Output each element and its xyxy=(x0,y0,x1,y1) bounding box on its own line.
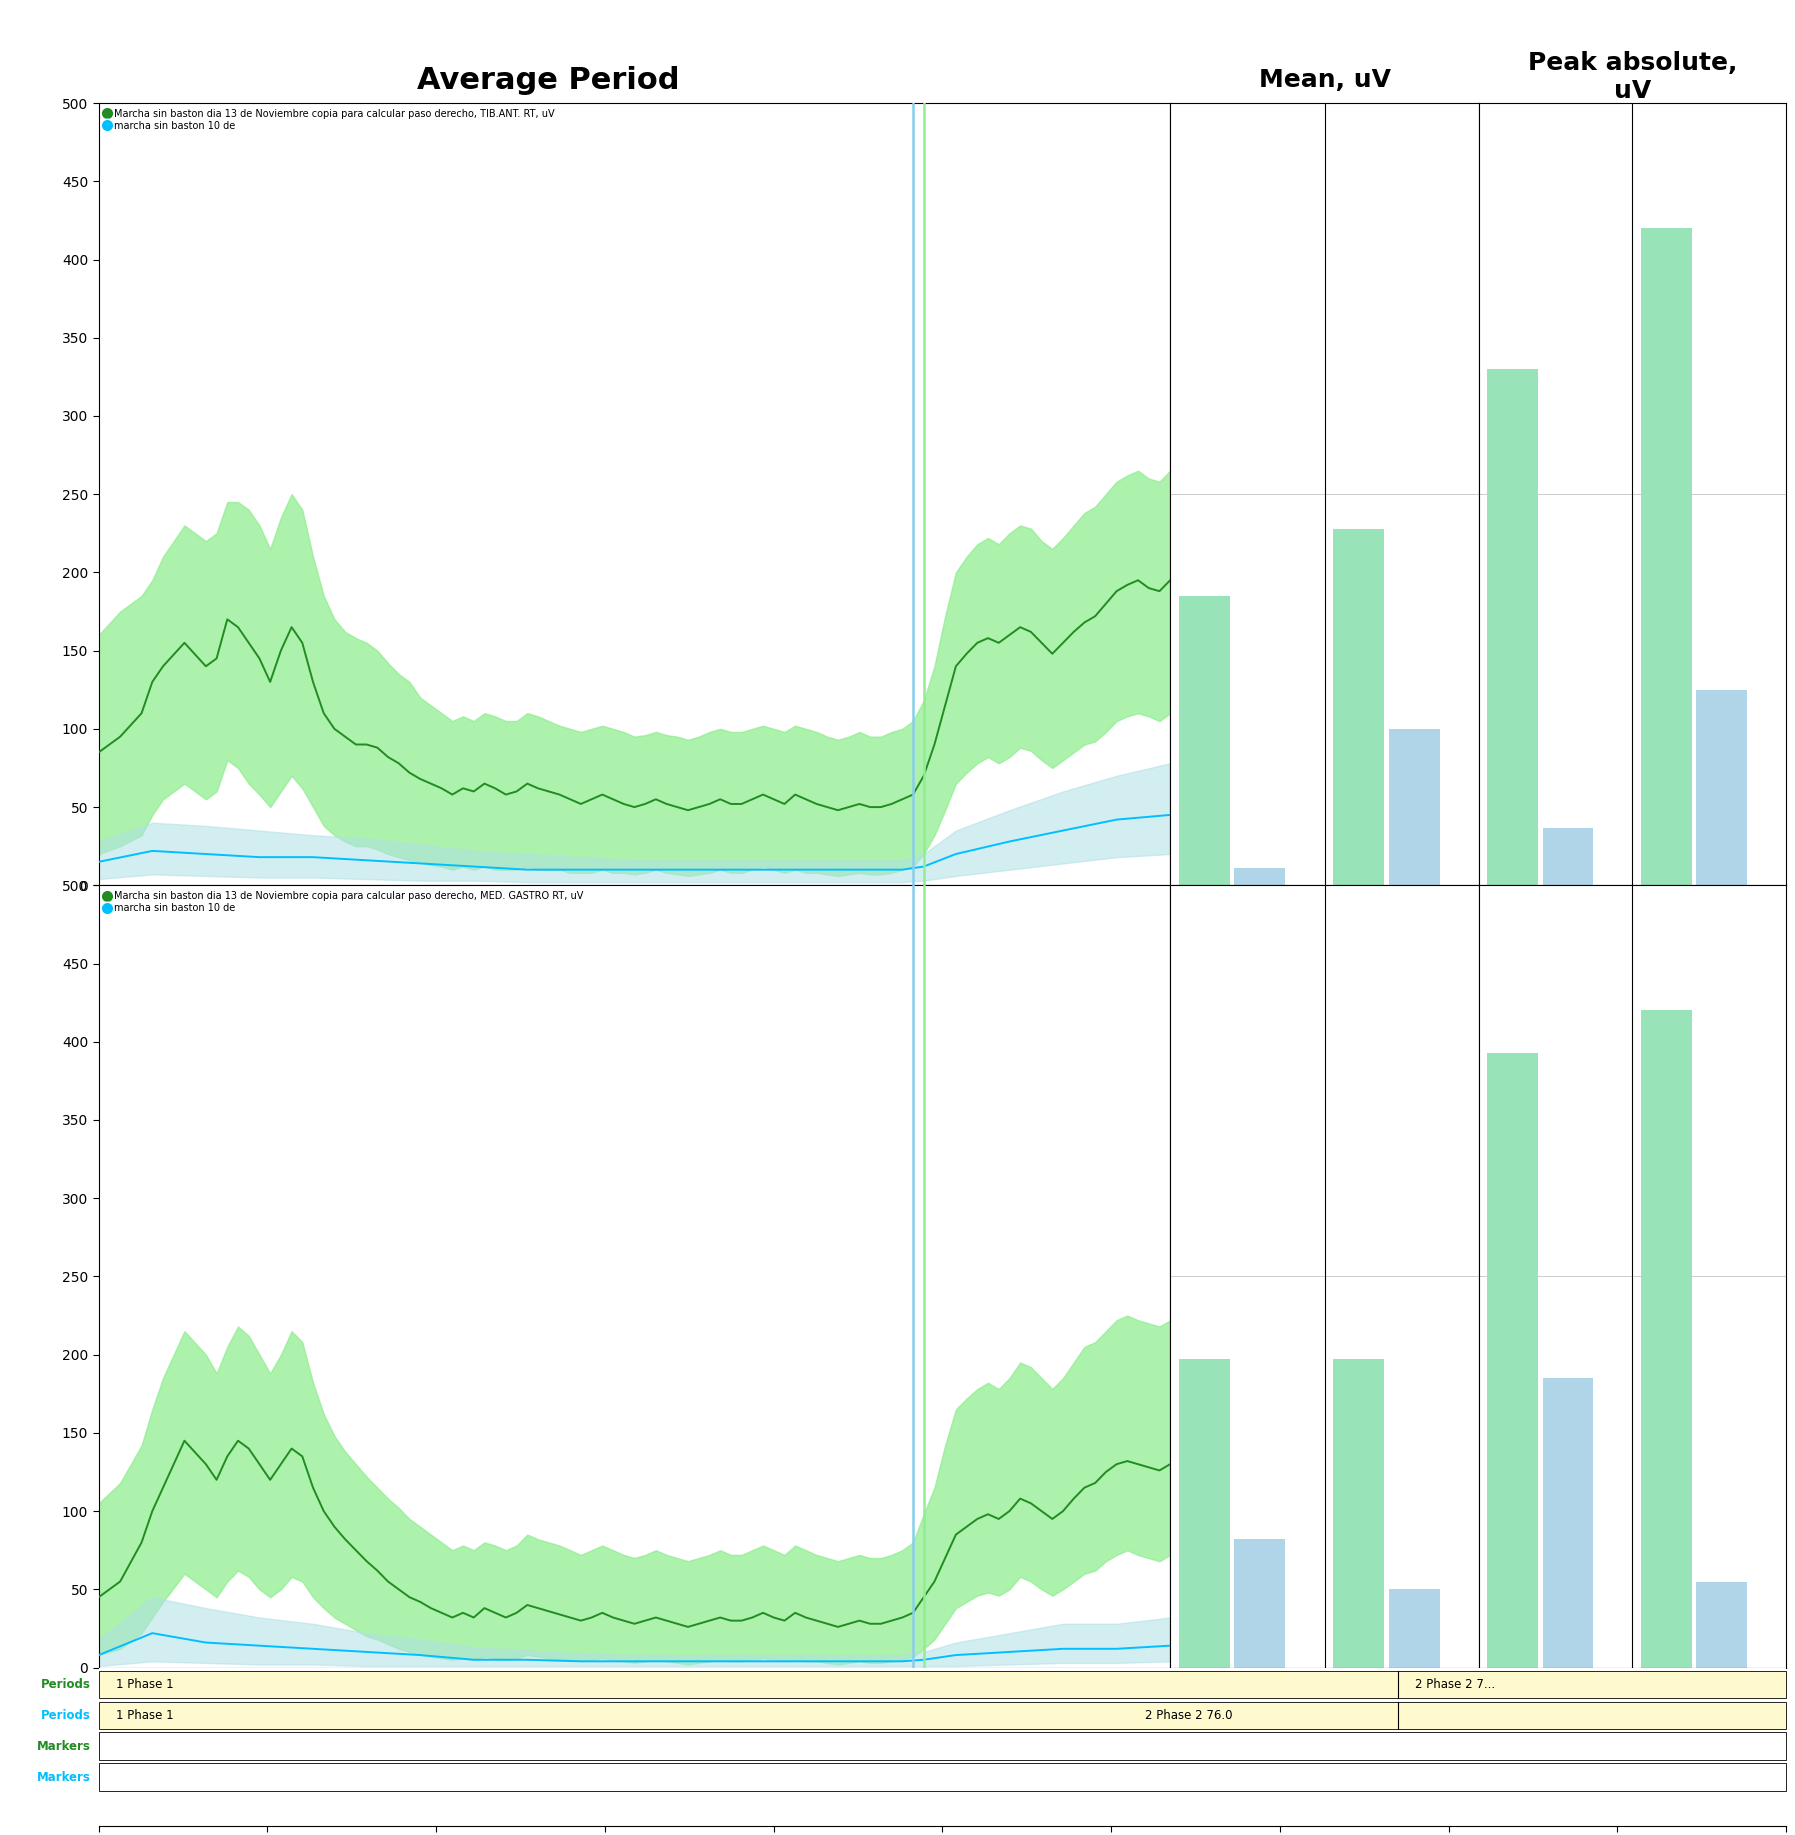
Bar xyxy=(1389,728,1440,884)
Text: 128: 128 xyxy=(1502,925,1524,938)
Bar xyxy=(1641,228,1691,884)
Text: Diff: Diff xyxy=(1377,980,1397,993)
Text: 132: 132 xyxy=(1655,1707,1678,1719)
Text: Periods: Periods xyxy=(41,1677,90,1692)
Text: 90.5...: 90.5... xyxy=(1675,1817,1712,1829)
Text: Diff: Diff xyxy=(1684,1762,1703,1774)
Bar xyxy=(1542,828,1594,884)
Bar xyxy=(1641,1011,1691,1668)
Bar xyxy=(1179,596,1230,884)
Text: 51.3: 51.3 xyxy=(1554,1707,1581,1719)
Legend: Marcha sin baston dia 13 de Noviembre copia para calcular paso derecho, TIB.ANT.: Marcha sin baston dia 13 de Noviembre co… xyxy=(104,108,556,132)
Bar xyxy=(1488,369,1538,884)
Text: Diff: Diff xyxy=(1222,980,1242,993)
FancyBboxPatch shape xyxy=(99,1670,1786,1699)
Text: 25.1: 25.1 xyxy=(1402,925,1427,938)
Text: Diff: Diff xyxy=(1222,1762,1242,1774)
Text: 83.1...: 83.1... xyxy=(1213,1033,1251,1048)
Bar xyxy=(1179,1360,1230,1668)
FancyBboxPatch shape xyxy=(99,1732,1786,1760)
Text: Periods: Periods xyxy=(41,1708,90,1721)
Bar xyxy=(1696,1582,1747,1668)
Bar xyxy=(1696,690,1747,884)
Text: Peak absolute,
uV: Peak absolute, uV xyxy=(1528,51,1738,103)
Text: 1 Phase 1: 1 Phase 1 xyxy=(115,1708,174,1721)
Text: Diff: Diff xyxy=(1377,1762,1397,1774)
Bar xyxy=(1334,528,1384,884)
Text: 9.47: 9.47 xyxy=(1400,1707,1427,1719)
Text: Phase 1: Phase 1 xyxy=(1208,1088,1255,1101)
Bar xyxy=(1488,1053,1538,1668)
Text: Mean, uV: Mean, uV xyxy=(1258,68,1391,92)
Text: Average Period: Average Period xyxy=(418,66,680,95)
Text: 2 Phase 2 7...: 2 Phase 2 7... xyxy=(1414,1677,1495,1692)
Text: 16.9: 16.9 xyxy=(1246,1707,1273,1719)
Bar xyxy=(1389,1589,1440,1668)
Text: Markers: Markers xyxy=(36,1740,90,1752)
Bar xyxy=(1334,1360,1384,1668)
FancyBboxPatch shape xyxy=(99,1763,1786,1791)
Text: 10.9: 10.9 xyxy=(1248,925,1273,938)
Text: Phase 2: Phase 2 xyxy=(1362,1088,1409,1101)
Text: 12.5: 12.5 xyxy=(1709,1707,1734,1719)
Text: Diff: Diff xyxy=(1529,980,1551,993)
Text: 71.3...: 71.3... xyxy=(1522,1033,1560,1048)
Text: 123: 123 xyxy=(1502,1707,1524,1719)
Text: Markers: Markers xyxy=(36,1771,90,1784)
Bar xyxy=(1542,1378,1594,1668)
Legend: Marcha sin baston dia 13 de Noviembre copia para calcular paso derecho, MED. GAS: Marcha sin baston dia 13 de Noviembre co… xyxy=(104,890,585,914)
Text: 71.0...: 71.0... xyxy=(1368,1033,1405,1048)
FancyBboxPatch shape xyxy=(99,1701,1786,1729)
Text: 58.2...: 58.2... xyxy=(1522,1817,1560,1829)
Text: 64.5: 64.5 xyxy=(1192,925,1217,938)
Text: 86.3: 86.3 xyxy=(1346,925,1371,938)
Text: Phase 2: Phase 2 xyxy=(1671,1088,1718,1101)
Text: 2 Phase 2 76.0: 2 Phase 2 76.0 xyxy=(1145,1708,1233,1721)
Text: 75.7...: 75.7... xyxy=(1675,1033,1712,1048)
Text: Diff: Diff xyxy=(1529,1762,1551,1774)
Text: 82.6...: 82.6... xyxy=(1368,1817,1405,1829)
Text: 36.8: 36.8 xyxy=(1554,925,1581,938)
Text: Phase 1: Phase 1 xyxy=(1517,1088,1563,1101)
Bar xyxy=(1235,1540,1285,1668)
Text: 68.4...: 68.4... xyxy=(1213,1817,1251,1829)
Text: 40.7: 40.7 xyxy=(1709,925,1734,938)
Text: 54.6: 54.6 xyxy=(1346,1707,1371,1719)
Text: 53.5: 53.5 xyxy=(1192,1707,1217,1719)
Text: Diff: Diff xyxy=(1684,980,1703,993)
Text: 1 Phase 1: 1 Phase 1 xyxy=(115,1677,174,1692)
Bar xyxy=(1235,868,1285,884)
Text: 168: 168 xyxy=(1655,925,1678,938)
